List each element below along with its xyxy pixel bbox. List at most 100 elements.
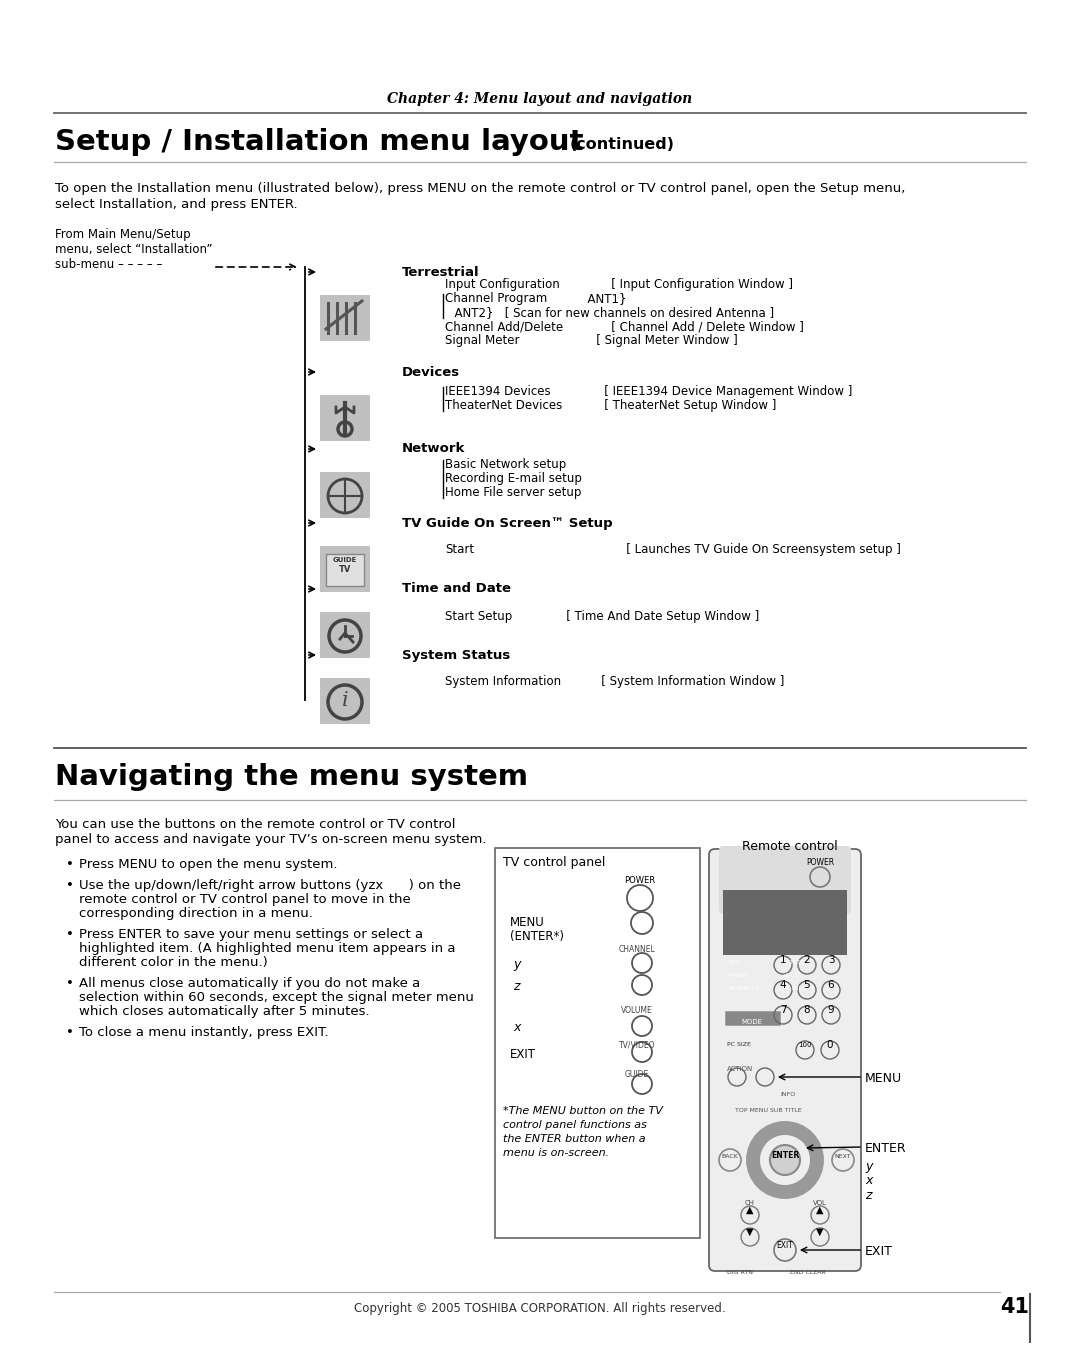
Text: Devices: Devices	[402, 365, 460, 379]
Text: Home File server setup: Home File server setup	[445, 487, 581, 499]
Text: DIG RTN: DIG RTN	[727, 1270, 753, 1275]
Text: *The MENU button on the TV
control panel functions as
the ENTER button when a
me: *The MENU button on the TV control panel…	[503, 1105, 663, 1158]
Text: ENTER: ENTER	[865, 1142, 906, 1155]
Text: CHANNEL: CHANNEL	[619, 945, 656, 954]
Text: Channel Add/Delete: Channel Add/Delete	[445, 319, 563, 333]
Text: ACTION: ACTION	[727, 1066, 753, 1072]
Text: Use the up/down/left/right arrow buttons (yzx      ) on the: Use the up/down/left/right arrow buttons…	[79, 879, 461, 892]
Text: Start: Start	[445, 543, 474, 555]
Text: GUIDE: GUIDE	[625, 1070, 649, 1078]
Text: y: y	[865, 1161, 873, 1173]
Bar	[320, 546, 370, 592]
Text: ▲: ▲	[816, 1205, 824, 1215]
Text: All menus close automatically if you do not make a: All menus close automatically if you do …	[79, 977, 420, 989]
Text: •: •	[66, 879, 73, 892]
Text: Remote control: Remote control	[742, 840, 838, 853]
Text: Terrestrial: Terrestrial	[402, 266, 480, 279]
Text: Network: Network	[402, 442, 465, 456]
Text: 3: 3	[827, 954, 835, 965]
Text: (continued): (continued)	[570, 137, 675, 152]
Text: z: z	[865, 1189, 872, 1202]
Text: •TV: •TV	[727, 960, 739, 965]
Text: 8: 8	[804, 1006, 810, 1015]
Bar	[320, 612, 370, 658]
Text: Start Setup: Start Setup	[445, 611, 512, 623]
Text: Navigating the menu system: Navigating the menu system	[55, 763, 528, 791]
Text: TV Guide On Screen™ Setup: TV Guide On Screen™ Setup	[402, 516, 612, 530]
Text: Channel Program: Channel Program	[445, 293, 548, 305]
Text: ENTER: ENTER	[771, 1151, 799, 1161]
Text: select Installation, and press ENTER.: select Installation, and press ENTER.	[55, 198, 298, 212]
Text: ▲: ▲	[746, 1205, 754, 1215]
Text: System Status: System Status	[402, 648, 510, 662]
Bar	[320, 472, 370, 518]
Text: GUIDE: GUIDE	[333, 557, 357, 563]
Text: 100: 100	[798, 1042, 812, 1047]
Bar	[320, 678, 370, 724]
Bar	[725, 1011, 780, 1024]
Text: 9: 9	[827, 1006, 835, 1015]
Text: To open the Installation menu (illustrated below), press MENU on the remote cont: To open the Installation menu (illustrat…	[55, 182, 905, 195]
Text: y: y	[513, 958, 521, 971]
Text: •STLST: •STLST	[782, 960, 805, 965]
Text: From Main Menu/Setup: From Main Menu/Setup	[55, 228, 191, 241]
Text: selection within 60 seconds, except the signal meter menu: selection within 60 seconds, except the …	[79, 991, 474, 1004]
Bar	[723, 890, 847, 954]
Text: panel to access and navigate your TV’s on-screen menu system.: panel to access and navigate your TV’s o…	[55, 833, 486, 847]
Text: sub-menu – – – – –: sub-menu – – – – –	[55, 257, 162, 271]
Text: [ Channel Add / Delete Window ]: [ Channel Add / Delete Window ]	[600, 319, 804, 333]
Text: VOLUME: VOLUME	[621, 1006, 653, 1015]
Text: END CLEAR: END CLEAR	[789, 1270, 826, 1275]
Bar	[326, 554, 364, 586]
Text: To close a menu instantly, press EXIT.: To close a menu instantly, press EXIT.	[79, 1026, 328, 1039]
Circle shape	[770, 1144, 800, 1175]
Text: [ System Information Window ]: [ System Information Window ]	[590, 675, 784, 687]
Text: INFO: INFO	[780, 1092, 795, 1097]
Text: Chapter 4: Menu layout and navigation: Chapter 4: Menu layout and navigation	[388, 92, 692, 106]
Text: menu, select “Installation”: menu, select “Installation”	[55, 243, 213, 256]
Text: ▼: ▼	[816, 1227, 824, 1237]
Text: Signal Meter: Signal Meter	[445, 334, 519, 346]
Text: [ Launches TV Guide On Screensystem setup ]: [ Launches TV Guide On Screensystem setu…	[615, 543, 901, 555]
Text: •: •	[66, 977, 73, 989]
Text: ANT2}   [ Scan for new channels on desired Antenna ]: ANT2} [ Scan for new channels on desired…	[447, 306, 774, 319]
Text: EXIT: EXIT	[777, 1240, 794, 1250]
Text: 0: 0	[827, 1041, 834, 1050]
Text: PC SIZE: PC SIZE	[727, 1042, 751, 1047]
Text: EXIT: EXIT	[865, 1246, 893, 1258]
Text: remote control or TV control panel to move in the: remote control or TV control panel to mo…	[79, 892, 410, 906]
Text: Basic Network setup: Basic Network setup	[445, 458, 566, 470]
Text: POWER: POWER	[624, 876, 656, 886]
Text: •: •	[66, 857, 73, 871]
Text: •R.INPUT1: •R.INPUT1	[727, 985, 759, 991]
FancyBboxPatch shape	[719, 847, 851, 914]
Text: TheaterNet Devices: TheaterNet Devices	[445, 399, 563, 412]
Text: [ Input Configuration Window ]: [ Input Configuration Window ]	[600, 278, 793, 291]
Text: Time and Date: Time and Date	[402, 582, 511, 596]
Text: (ENTER*): (ENTER*)	[510, 930, 564, 944]
Text: 2: 2	[804, 954, 810, 965]
Text: MENU: MENU	[865, 1072, 902, 1085]
Text: Press MENU to open the menu system.: Press MENU to open the menu system.	[79, 857, 337, 871]
Text: 5: 5	[804, 980, 810, 989]
Text: 41: 41	[1000, 1297, 1029, 1317]
Text: CH: CH	[745, 1200, 755, 1206]
Text: highlighted item. (A highlighted menu item appears in a: highlighted item. (A highlighted menu it…	[79, 942, 456, 954]
Text: x: x	[513, 1020, 521, 1034]
Text: 6: 6	[827, 980, 835, 989]
Text: 7: 7	[780, 1006, 786, 1015]
Text: IEEE1394 Devices: IEEE1394 Devices	[445, 386, 551, 398]
Text: [ Time And Date Setup Window ]: [ Time And Date Setup Window ]	[555, 611, 759, 623]
Text: VOL: VOL	[813, 1200, 827, 1206]
Text: TV: TV	[339, 566, 351, 574]
Text: [ TheaterNet Setup Window ]: [ TheaterNet Setup Window ]	[593, 399, 777, 412]
Text: x: x	[865, 1174, 873, 1188]
Text: TOP MENU SUB TITLE: TOP MENU SUB TITLE	[735, 1108, 801, 1113]
Text: i: i	[341, 692, 349, 710]
Text: z: z	[513, 980, 519, 993]
Text: [ Signal Meter Window ]: [ Signal Meter Window ]	[585, 334, 738, 346]
Text: Input Configuration: Input Configuration	[445, 278, 559, 291]
Text: •: •	[66, 927, 73, 941]
Text: Copyright © 2005 TOSHIBA CORPORATION. All rights reserved.: Copyright © 2005 TOSHIBA CORPORATION. Al…	[354, 1302, 726, 1316]
Text: NEXT: NEXT	[835, 1154, 851, 1159]
